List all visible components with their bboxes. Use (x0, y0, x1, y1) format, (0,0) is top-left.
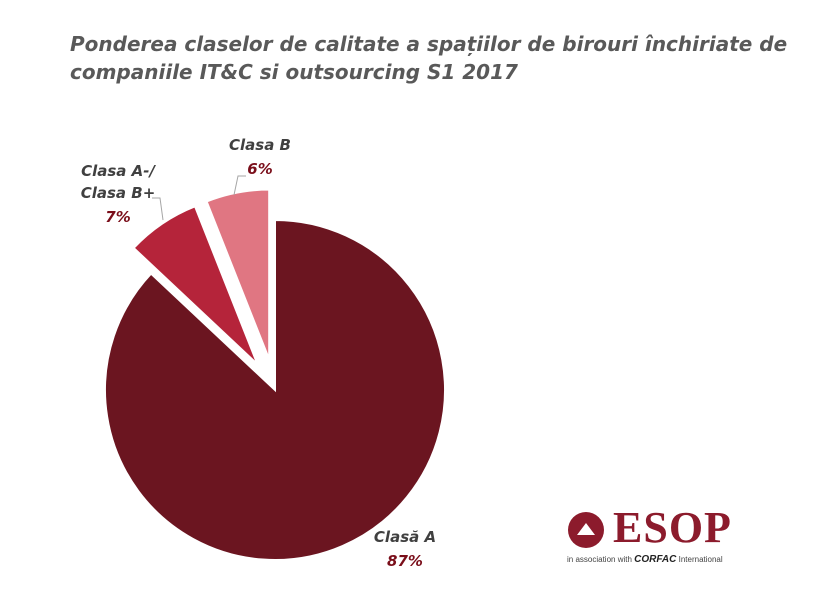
logo-tagline: in association with CORFAC International (567, 554, 723, 565)
pie-slice (132, 204, 259, 366)
chart-title: Ponderea claselor de calitate a spațiilo… (70, 32, 788, 84)
slice-name-label: Clasa A-/ (81, 162, 156, 180)
slice-value-label: 6% (247, 160, 272, 178)
esop-logo-icon (568, 512, 604, 548)
slice-name-label: Clasa B (229, 136, 291, 154)
logo-name: ESOP (613, 503, 732, 552)
pie-slice (104, 218, 446, 561)
pie-slice (205, 188, 271, 360)
slice-name-label: Clasa B+ (81, 184, 156, 202)
slice-value-label: 7% (105, 208, 130, 226)
slice-value-label: 87% (387, 552, 423, 570)
leader-line (152, 197, 164, 221)
slice-name-label: Clasă A (374, 528, 436, 546)
leader-line (233, 175, 246, 196)
